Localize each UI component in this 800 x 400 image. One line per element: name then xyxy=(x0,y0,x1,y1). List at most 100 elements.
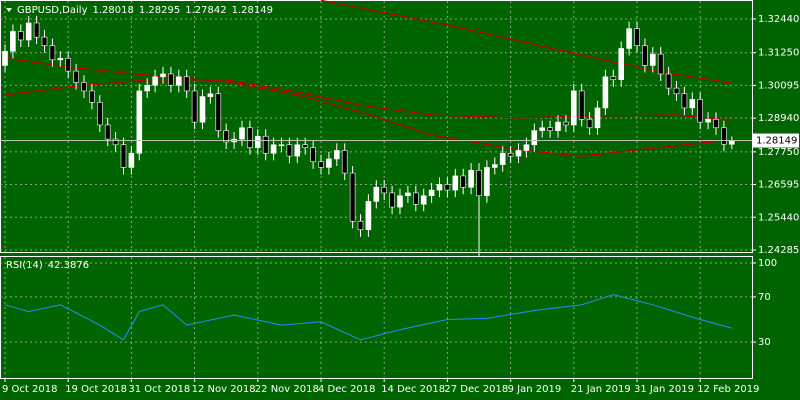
candle-body-up xyxy=(144,84,150,92)
candle-body-up xyxy=(152,76,158,86)
y-tick-label: 1.30095 xyxy=(758,80,799,91)
candle-body-up xyxy=(176,76,182,86)
candle-body-up xyxy=(523,144,530,151)
candle-body-up xyxy=(25,22,32,41)
candle-body-up xyxy=(602,76,609,109)
candle-body-up xyxy=(397,195,403,208)
candle-body-up xyxy=(333,150,340,160)
chart-header: GBPUSD,Daily 1.28018 1.28295 1.27842 1.28149 xyxy=(17,5,273,16)
last-open: 1.28018 xyxy=(93,5,134,16)
candle-body-down xyxy=(168,73,174,86)
candle-body-up xyxy=(2,50,8,66)
candle-body-up xyxy=(728,140,735,145)
candle-body-down xyxy=(318,161,324,168)
y-tick-label: 1.24285 xyxy=(758,245,799,256)
price-label-box xyxy=(753,133,799,148)
x-tick-label: 31 Oct 2018 xyxy=(128,384,190,395)
candle-body-up xyxy=(499,152,506,165)
candle-body-down xyxy=(713,118,719,129)
price-label: 1.28149 xyxy=(756,136,797,147)
moving-average xyxy=(4,79,732,121)
candle-body-down xyxy=(191,90,198,123)
y-tick-label: 1.25440 xyxy=(758,212,799,223)
candle-body-up xyxy=(705,118,711,123)
x-tick-label: 12 Nov 2018 xyxy=(192,384,256,395)
candle-body-down xyxy=(33,22,40,38)
x-tick-label: 14 Dec 2018 xyxy=(381,384,445,395)
y-tick-label: 1.28940 xyxy=(758,113,799,124)
candle-body-down xyxy=(41,36,48,46)
candle-body-up xyxy=(649,53,656,66)
rsi-title: RSI(14) xyxy=(6,260,43,271)
candle-body-up xyxy=(468,169,474,188)
candle-body-down xyxy=(586,118,593,129)
candle-body-up xyxy=(531,130,538,146)
candle-body-up xyxy=(207,93,214,97)
price-panel-frame xyxy=(0,0,753,253)
candle-body-down xyxy=(634,28,640,46)
candle-body-up xyxy=(539,127,546,131)
y-tick-label: 1.27750 xyxy=(758,147,799,158)
candle-body-up xyxy=(420,195,427,205)
candle-body-up xyxy=(428,189,435,197)
candle-body-down xyxy=(642,45,648,66)
candle-body-down xyxy=(507,152,514,157)
candle-body-down xyxy=(286,144,293,157)
candle-body-up xyxy=(270,144,277,154)
candle-body-down xyxy=(341,150,348,174)
candle-body-up xyxy=(570,90,577,126)
rsi-line xyxy=(4,294,732,341)
x-tick-label: 9 Oct 2018 xyxy=(2,384,57,395)
candle-body-down xyxy=(81,82,87,92)
moving-average xyxy=(320,0,732,84)
rsi-panel-frame xyxy=(0,256,753,379)
candle-body-up xyxy=(484,167,490,197)
candle-body-up xyxy=(365,201,372,231)
y-tick-label: 1.32440 xyxy=(758,14,799,25)
candle-body-up xyxy=(626,28,632,49)
candle-body-up xyxy=(294,144,301,157)
candle-body-down xyxy=(578,90,585,120)
x-tick-label: 21 Jan 2019 xyxy=(571,384,631,395)
candle-body-down xyxy=(247,127,253,148)
candle-body-down xyxy=(302,144,309,148)
candle-body-down xyxy=(97,101,103,126)
candle-body-down xyxy=(460,175,467,188)
candle-body-up xyxy=(10,31,16,52)
candle-body-up xyxy=(373,186,380,202)
candle-body-down xyxy=(610,76,617,80)
candle-body-down xyxy=(381,186,388,194)
candle-body-down xyxy=(721,127,727,145)
symbol: GBPUSD,Daily xyxy=(17,5,88,16)
x-tick-label: 12 Feb 2019 xyxy=(697,384,759,395)
candle-body-down xyxy=(673,87,680,95)
x-tick-label: 22 Nov 2018 xyxy=(255,384,319,395)
last-high: 1.28295 xyxy=(139,5,180,16)
candle-body-down xyxy=(49,45,56,61)
candle-body-up xyxy=(436,184,443,191)
candle-body-down xyxy=(697,99,704,123)
x-tick-label: 9 Jan 2019 xyxy=(508,384,562,395)
candle-body-up xyxy=(136,90,143,154)
candle-body-down xyxy=(112,138,119,146)
candle-body-up xyxy=(128,152,135,168)
menu-arrow[interactable] xyxy=(6,8,12,12)
rsi-last: 42.3876 xyxy=(48,260,89,271)
candle-body-up xyxy=(689,99,696,109)
candle-body-up xyxy=(491,164,498,168)
candle-body-down xyxy=(73,70,79,83)
x-tick-label: 31 Jan 2019 xyxy=(634,384,694,395)
candle-body-up xyxy=(255,135,261,148)
candle-body-up xyxy=(555,121,561,131)
candle-body-up xyxy=(515,150,522,157)
candle-body-up xyxy=(452,175,459,191)
candle-body-down xyxy=(183,76,190,92)
candle-body-down xyxy=(665,73,672,89)
candle-body-down xyxy=(104,124,111,140)
candle-body-down xyxy=(223,130,229,143)
y-tick-label: 70 xyxy=(758,292,771,303)
candle-body-down xyxy=(349,172,356,222)
